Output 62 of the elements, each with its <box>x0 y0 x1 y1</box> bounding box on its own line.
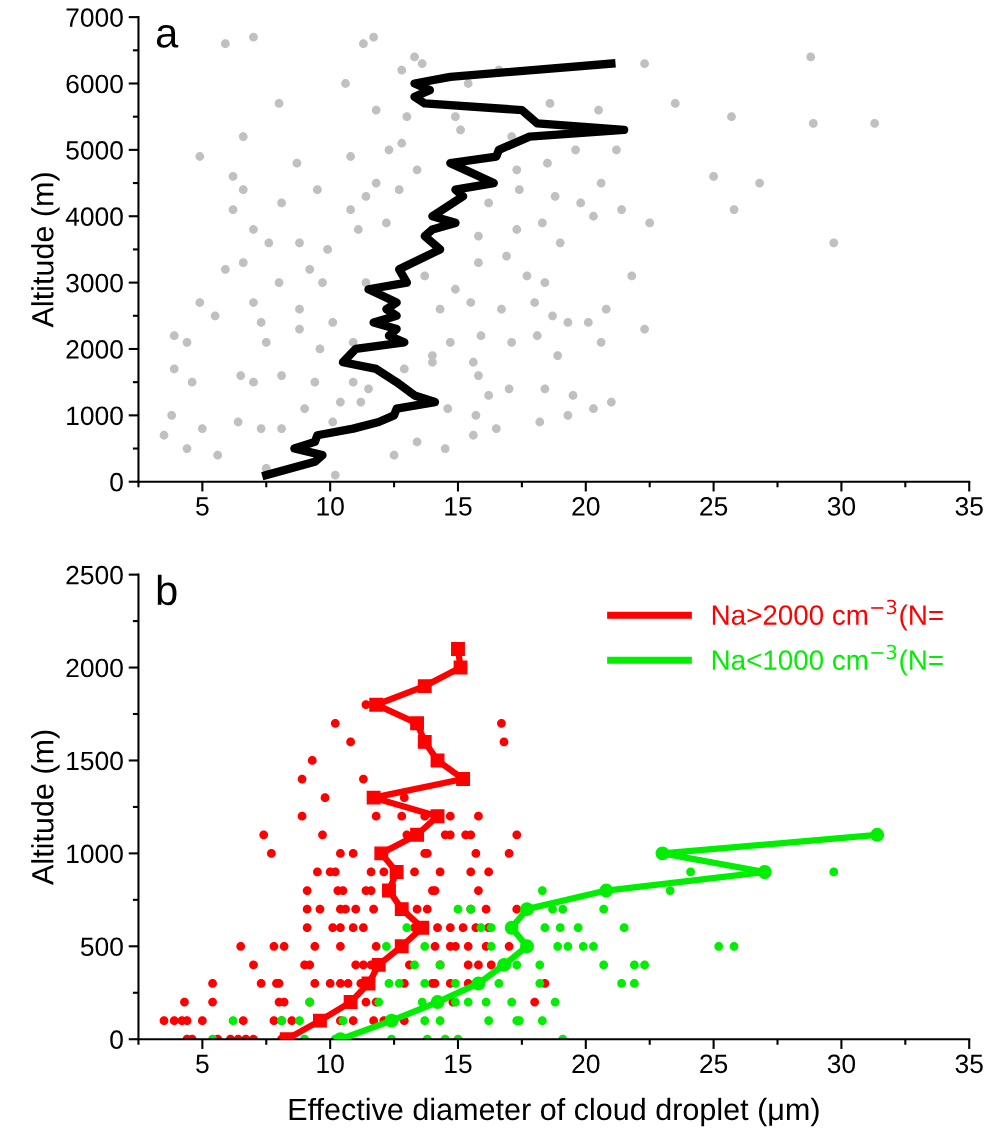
point <box>430 809 445 824</box>
point <box>384 1013 399 1028</box>
chart-title: b <box>157 574 177 606</box>
y-tick-label: 2000 <box>66 340 123 359</box>
x-tick-label: 15 <box>445 497 472 516</box>
y-axis-title: Altitude (m) <box>31 730 60 885</box>
point <box>343 995 358 1009</box>
point <box>471 976 486 991</box>
y-tick-label: 3000 <box>66 273 123 293</box>
y-tick-label: 1000 <box>67 406 123 426</box>
x-tick-label: 5 <box>196 497 209 516</box>
y-tick-label: 2500 <box>66 565 123 585</box>
x-tick-label: 10 <box>317 1054 344 1074</box>
x-tick-label: 25 <box>700 497 728 516</box>
point <box>870 827 885 842</box>
x-axis-title: Effective diameter of cloud droplet (μm) <box>289 1097 819 1127</box>
y-tick-label: 4000 <box>65 207 123 227</box>
y-tick-label: 500 <box>80 937 123 957</box>
point <box>417 734 432 749</box>
point <box>394 902 409 917</box>
point <box>655 846 670 861</box>
point <box>430 995 445 1009</box>
point <box>374 846 389 861</box>
y-tick-label: 7000 <box>66 8 123 27</box>
point <box>520 902 534 917</box>
x-tick-label: 20 <box>572 497 600 516</box>
x-tick-label: 20 <box>572 1054 600 1074</box>
point <box>456 772 471 786</box>
point <box>394 939 409 954</box>
y-tick-label: 0 <box>110 472 123 492</box>
point <box>371 957 386 972</box>
x-tick-label: 5 <box>196 1054 209 1074</box>
point <box>366 790 381 805</box>
x-tick-label: 35 <box>955 497 983 516</box>
point <box>599 883 614 898</box>
point <box>497 957 511 972</box>
y-tick-label: 6000 <box>66 74 123 94</box>
y-tick-label: 5000 <box>66 141 123 160</box>
point <box>389 865 404 879</box>
legend-label: Na<1000 cm$^{−3}$(N= <box>712 644 943 676</box>
y-tick-label: 1000 <box>67 844 123 864</box>
legend-label: Na>2000 cm$^{−3}$(N= <box>712 599 943 631</box>
point <box>504 920 519 935</box>
x-tick-label: 30 <box>827 497 856 516</box>
y-tick-label: 2000 <box>66 658 123 678</box>
y-tick-label: 0 <box>110 1030 123 1050</box>
x-tick-label: 30 <box>827 1054 856 1074</box>
point <box>520 939 534 954</box>
point <box>417 679 432 694</box>
point <box>369 697 384 712</box>
y-tick-label: 1500 <box>67 751 123 771</box>
point <box>451 642 465 656</box>
x-tick-label: 35 <box>955 1054 983 1074</box>
point <box>410 716 425 731</box>
point <box>382 883 396 898</box>
x-tick-label: 25 <box>700 1054 728 1074</box>
x-tick-label: 15 <box>445 1054 472 1074</box>
y-axis-title: Altitude (m) <box>31 173 60 328</box>
chart-title: a <box>156 24 179 48</box>
point <box>410 827 425 842</box>
x-tick-label: 10 <box>317 497 344 516</box>
point <box>757 865 772 879</box>
